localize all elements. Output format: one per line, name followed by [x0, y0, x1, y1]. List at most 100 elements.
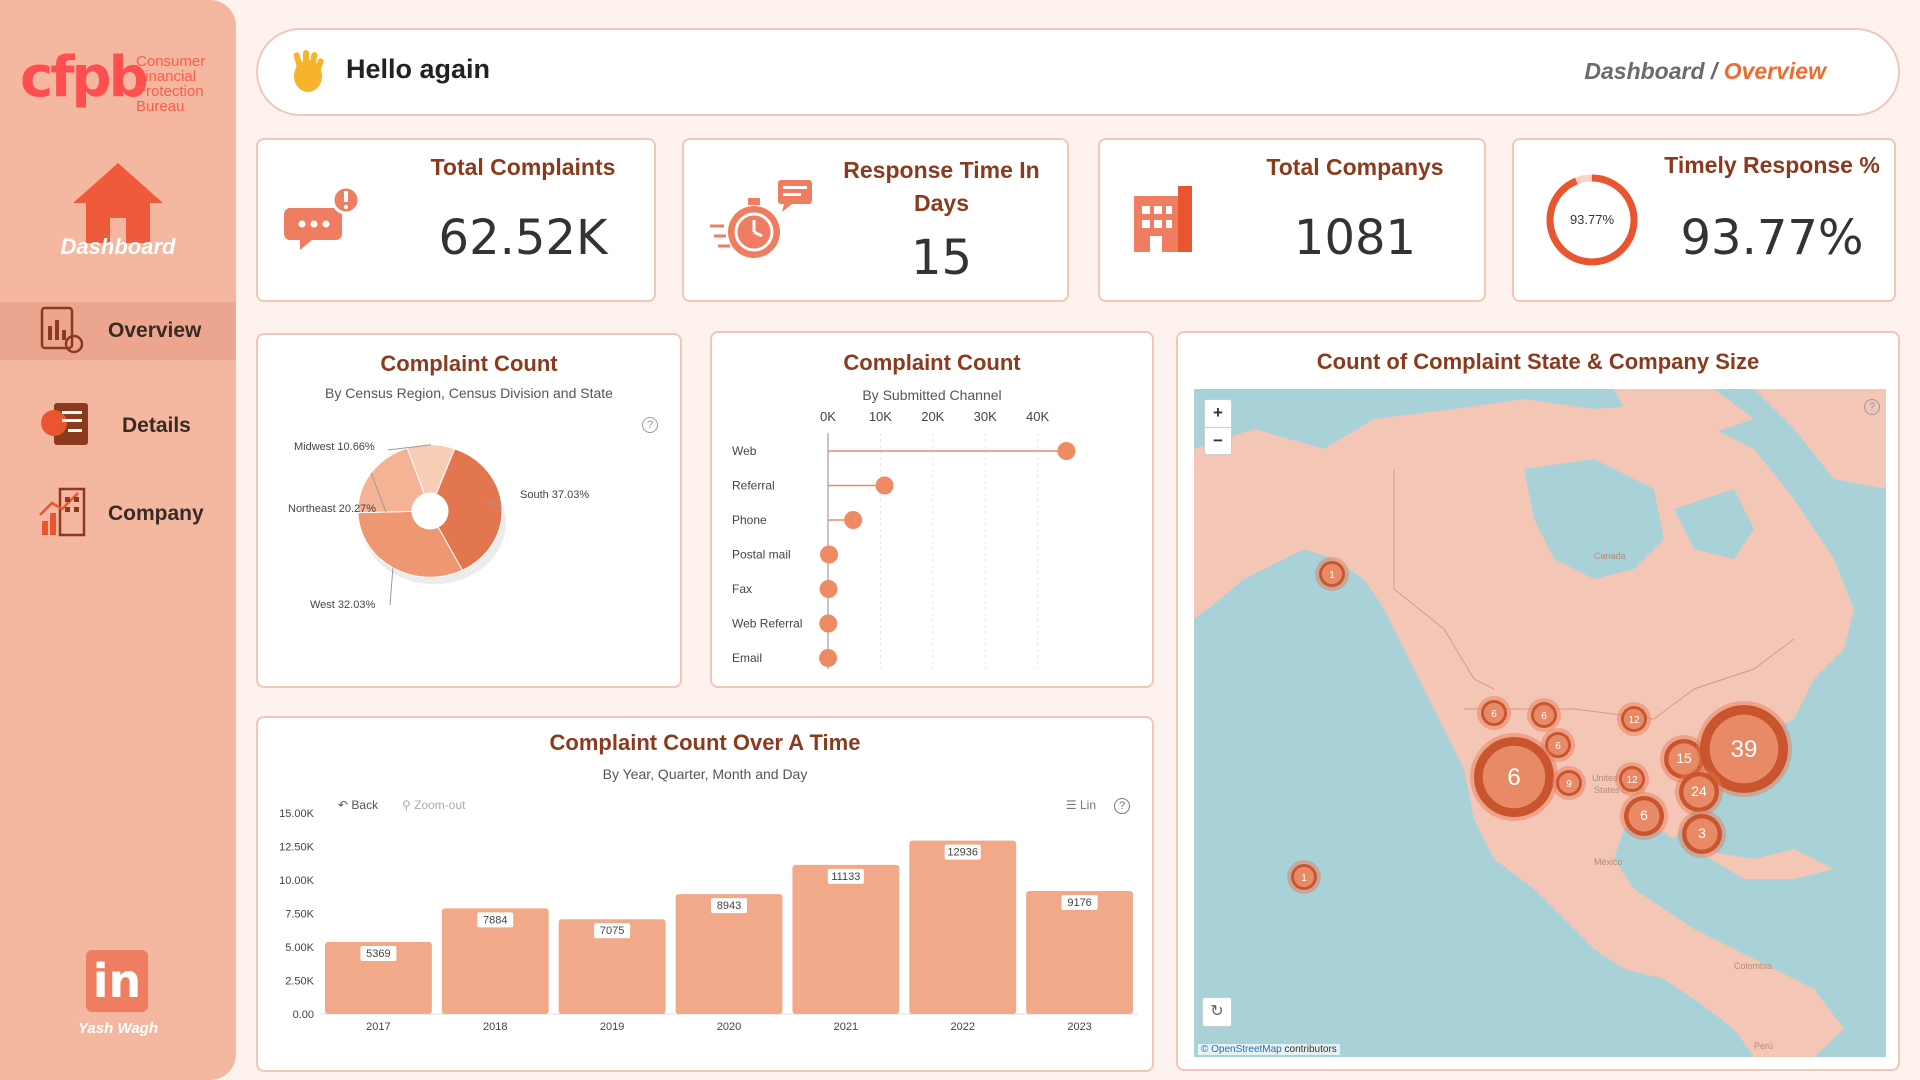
sidebar-item-details[interactable]: Details	[0, 397, 236, 455]
building-icon	[1126, 178, 1202, 263]
map-cluster-label: 6	[1555, 741, 1561, 752]
channel-label: Postal mail	[732, 548, 791, 562]
home-icon[interactable]	[68, 158, 168, 253]
map-cluster-inner	[1683, 776, 1715, 808]
map-cluster-inner	[1533, 704, 1555, 726]
map-label-canada: Canada	[1594, 551, 1626, 561]
logo-mark: cfpb	[20, 45, 149, 110]
zoom-in-button[interactable]: +	[1205, 400, 1231, 428]
logo-subtitle: Consumer Financial Protection Bureau	[136, 54, 246, 114]
sidebar-item-label: Company	[108, 502, 204, 525]
map-label-us-2: States of Am	[1594, 785, 1645, 795]
channel-x-tick: 20K	[921, 409, 944, 424]
channel-point	[844, 511, 863, 529]
zoom-controls: + −	[1204, 399, 1232, 455]
map-cluster-inner	[1686, 818, 1718, 850]
bar	[1026, 891, 1133, 1014]
linkedin-icon[interactable]: in	[86, 950, 148, 1012]
bar-x-label: 2017	[366, 1021, 390, 1033]
map-cluster-inner	[1623, 708, 1645, 730]
map-label-mexico: México	[1594, 857, 1623, 867]
donut-leader	[485, 500, 503, 508]
timely-response-gauge: 93.77%	[1546, 174, 1638, 266]
map-cluster-inner	[1558, 772, 1580, 794]
donut-leader	[389, 567, 394, 606]
building-chart-icon	[38, 485, 94, 544]
bar	[441, 908, 549, 1014]
chat-alert-icon	[284, 180, 364, 265]
bar-data-label: 8943	[717, 900, 741, 912]
donut-label: West 32.03%	[310, 599, 375, 611]
zoom-out-label: Zoom-out	[414, 798, 466, 812]
cfpb-logo[interactable]: cfpb Consumer Financial Protection Burea…	[20, 45, 205, 115]
map-cluster-label: 15	[1676, 750, 1692, 766]
map-cluster-label: 9	[1566, 779, 1572, 790]
bar	[325, 942, 432, 1014]
map-cluster-label: 6	[1640, 807, 1648, 823]
kpi-total-complaints: Total Complaints 62.52K	[256, 138, 656, 302]
kpi-title: Response Time In Days	[824, 154, 1059, 220]
kpi-total-companys: Total Companys 1081	[1098, 138, 1486, 302]
channel-x-tick: 0K	[820, 409, 836, 424]
greeting: Hello again	[346, 54, 491, 84]
kpi-timely-response: 93.77% Timely Response % 93.77%	[1512, 138, 1896, 302]
dashboard-label[interactable]: Dashboard	[60, 234, 176, 259]
map-cluster-inner	[1321, 563, 1343, 585]
visual-subtitle: By Year, Quarter, Month and Day	[602, 766, 808, 782]
zoom-out-button[interactable]: −	[1213, 431, 1223, 450]
breadcrumb-current: Overview	[1723, 58, 1826, 84]
bar-y-tick: 10.00K	[279, 875, 315, 887]
kpi-value: 62.52K	[438, 210, 608, 266]
channel-label: Referral	[732, 479, 775, 493]
kpi-title: Timely Response %	[1664, 152, 1880, 178]
reset-view-icon[interactable]: ↻	[1202, 997, 1232, 1027]
sidebar-item-company[interactable]: Company	[0, 485, 236, 543]
map-cluster-label: 12	[1628, 715, 1640, 726]
timeline-card: Complaint Count Over A Time By Year, Qua…	[256, 716, 1154, 1072]
bar-data-label-bg	[944, 844, 981, 860]
breadcrumb-root[interactable]: Dashboard	[1584, 58, 1705, 84]
zoom-out-button[interactable]: ⚲ Zoom-out	[402, 798, 465, 812]
kpi-value: 15	[910, 230, 973, 286]
logo-sub-line: Bureau	[136, 98, 185, 115]
back-button[interactable]: ↶ Back	[338, 798, 378, 812]
bar-data-label-bg	[477, 912, 514, 928]
donut-leader	[370, 472, 387, 513]
osm-link[interactable]: © OpenStreetMap	[1201, 1044, 1282, 1055]
channel-label: Email	[732, 651, 762, 665]
bar	[792, 864, 900, 1014]
bar	[558, 919, 666, 1014]
bar-y-tick: 15.00K	[279, 808, 315, 820]
bar-x-label: 2022	[950, 1021, 974, 1033]
breadcrumb: Dashboard / Overview	[1584, 58, 1826, 85]
breadcrumb-separator: /	[1704, 58, 1724, 84]
channel-label: Web	[732, 444, 757, 458]
back-arrow-icon: ↶	[338, 798, 352, 812]
bar-y-tick: 12.50K	[279, 842, 315, 854]
help-icon[interactable]: ?	[1864, 399, 1880, 415]
bar-data-label-bg	[827, 868, 864, 884]
sidebar-item-overview[interactable]: Overview	[0, 302, 236, 360]
help-icon[interactable]: ?	[1114, 798, 1130, 814]
donut-chart: South 37.03% West 32.03% Northeast 20.27% M…	[288, 441, 589, 611]
lin-toggle[interactable]: ☰ Lin	[1066, 798, 1096, 812]
visual-subtitle: By Census Region, Census Division and St…	[325, 385, 613, 401]
map-label-colombia: Colombia	[1734, 961, 1772, 971]
lin-label: Lin	[1079, 798, 1096, 812]
kpi-title-line: Days	[914, 190, 969, 216]
kpi-title-line: Response Time In	[843, 157, 1040, 183]
map-cluster-label: 6	[1491, 709, 1497, 720]
bar-y-tick: 5.00K	[285, 942, 314, 954]
kpi-value: 1081	[1293, 210, 1417, 266]
channel-card: Complaint Count By Submitted Channel 0K 1…	[710, 331, 1154, 688]
bar-y-tick: 7.50K	[285, 909, 314, 921]
attribution-text: contributors	[1281, 1044, 1337, 1055]
help-icon[interactable]: ?	[642, 417, 658, 433]
map-cluster-inner	[1628, 800, 1660, 832]
map-cluster-inner	[1621, 768, 1643, 790]
bar-data-label: 7075	[600, 925, 624, 937]
visual-subtitle: By Submitted Channel	[862, 387, 1002, 403]
map-canvas[interactable]: Canada United States of Am México Colomb…	[1194, 389, 1886, 1057]
map-cluster-inner	[1547, 734, 1569, 756]
map-label-peru: Perú	[1754, 1041, 1773, 1051]
